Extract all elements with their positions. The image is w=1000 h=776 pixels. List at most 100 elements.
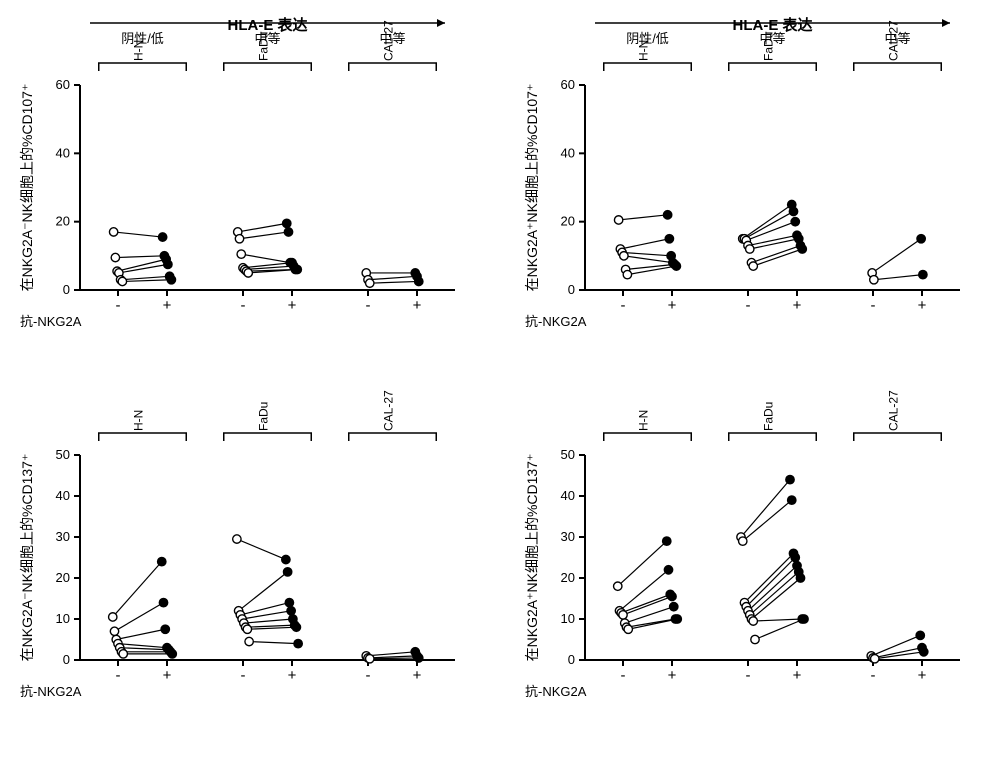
cell-line-label: CAL-27 [887,390,901,431]
data-point-open [244,269,252,277]
y-tick-label: 10 [561,611,575,626]
data-point-closed [285,598,293,606]
x-tick-label: - [621,297,626,314]
data-point-closed [673,615,681,623]
data-point-closed [663,211,671,219]
chart-panel: 01020304050在NKG2A⁻NK细胞上的%CD137⁺H-N-+FaDu… [15,385,480,735]
y-tick-label: 50 [56,447,70,462]
data-point-open [118,277,126,285]
chart-svg: 01020304050在NKG2A⁺NK细胞上的%CD137⁺H-N-+FaDu… [520,385,970,735]
x-axis-label: 抗-NKG2A [20,314,82,329]
data-point-closed [292,623,300,631]
x-tick-label: + [413,667,422,684]
data-point-closed [796,574,804,582]
data-point-open [119,650,127,658]
data-point-closed [664,566,672,574]
x-tick-label: - [621,667,626,684]
data-point-closed [168,650,176,658]
y-tick-label: 40 [56,488,70,503]
y-axis-label: 在NKG2A⁻NK细胞上的%CD107⁺ [19,84,35,292]
y-tick-label: 30 [56,529,70,544]
x-tick-label: - [871,297,876,314]
data-point-open [366,655,374,663]
cell-line-label: CAL-27 [382,390,396,431]
chart-svg: 0204060在NKG2A⁺NK细胞上的%CD107⁺HLA-E 表达阴性/低H… [520,15,970,365]
data-point-closed [916,631,924,639]
x-tick-label: + [288,667,297,684]
data-point-open [739,537,747,545]
x-tick-label: - [241,297,246,314]
data-point-closed [283,219,291,227]
x-tick-label: + [413,297,422,314]
data-point-closed [159,598,167,606]
data-point-closed [919,270,927,278]
x-tick-label: + [163,667,172,684]
cell-line-label: CAL-27 [382,20,396,61]
data-point-open [366,279,374,287]
data-point-open [614,216,622,224]
data-point-closed [293,265,301,273]
x-tick-label: + [668,667,677,684]
y-tick-label: 40 [561,488,575,503]
data-point-open [233,535,241,543]
y-tick-label: 0 [568,652,575,667]
data-point-closed [167,276,175,284]
cell-line-label: H-N [637,410,651,431]
y-tick-label: 40 [56,145,70,160]
y-tick-label: 20 [56,214,70,229]
data-point-open [746,245,754,253]
y-axis-label: 在NKG2A⁺NK细胞上的%CD137⁺ [524,454,540,662]
data-point-closed [672,262,680,270]
data-point-open [614,582,622,590]
data-point-open [109,228,117,236]
y-tick-label: 40 [561,145,575,160]
x-tick-label: + [288,297,297,314]
y-tick-label: 20 [56,570,70,585]
cell-line-label: FaDu [762,402,776,431]
chart-panel: 0204060在NKG2A⁺NK细胞上的%CD107⁺HLA-E 表达阴性/低H… [520,15,985,365]
data-point-closed [663,537,671,545]
data-point-closed [294,639,302,647]
data-point-closed [917,235,925,243]
x-tick-label: - [366,667,371,684]
data-point-open [111,253,119,261]
data-point-closed [287,607,295,615]
data-point-open [620,252,628,260]
data-point-closed [283,568,291,576]
data-point-closed [791,217,799,225]
data-point-open [749,262,757,270]
chart-svg: 0204060在NKG2A⁻NK细胞上的%CD107⁺HLA-E 表达阴性/低H… [15,15,465,365]
x-tick-label: - [746,667,751,684]
data-point-closed [789,207,797,215]
x-tick-label: - [116,667,121,684]
data-point-closed [158,557,166,565]
chart-grid: 0204060在NKG2A⁻NK细胞上的%CD107⁺HLA-E 表达阴性/低H… [15,15,985,735]
chart-panel: 0204060在NKG2A⁻NK细胞上的%CD107⁺HLA-E 表达阴性/低H… [15,15,480,365]
chart-svg: 01020304050在NKG2A⁻NK细胞上的%CD137⁺H-N-+FaDu… [15,385,465,735]
data-point-open [237,250,245,258]
x-tick-label: - [871,667,876,684]
data-point-open [751,635,759,643]
y-tick-label: 60 [561,77,575,92]
chart-panel: 01020304050在NKG2A⁺NK细胞上的%CD137⁺H-N-+FaDu… [520,385,985,735]
x-tick-label: + [793,667,802,684]
y-tick-label: 20 [561,214,575,229]
data-point-open [109,613,117,621]
data-point-open [624,625,632,633]
x-tick-label: + [668,297,677,314]
data-point-closed [164,260,172,268]
data-point-closed [668,592,676,600]
y-axis-label: 在NKG2A⁺NK细胞上的%CD107⁺ [524,84,540,292]
data-point-closed [415,654,423,662]
x-tick-label: + [793,297,802,314]
data-point-closed [786,475,794,483]
x-tick-label: + [163,297,172,314]
data-point-closed [670,603,678,611]
y-tick-label: 20 [561,570,575,585]
x-tick-label: - [746,297,751,314]
x-axis-label: 抗-NKG2A [20,684,82,699]
data-point-closed [798,245,806,253]
data-point-closed [665,235,673,243]
x-tick-label: - [366,297,371,314]
y-tick-label: 30 [561,529,575,544]
